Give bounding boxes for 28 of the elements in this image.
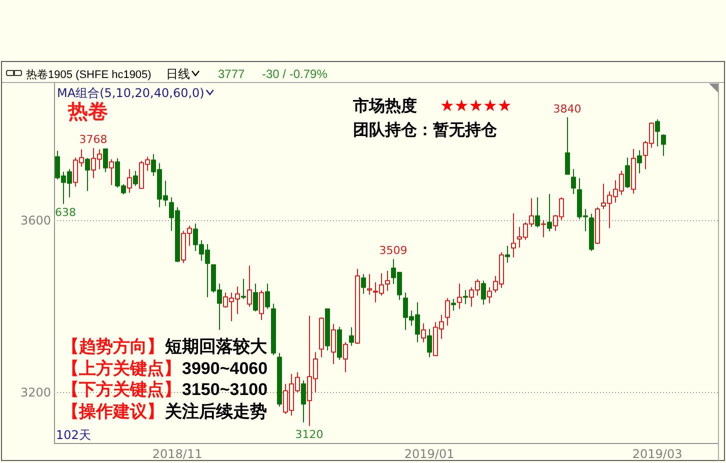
annotation: MA组合(5,10,20,40,60,0) bbox=[57, 86, 204, 100]
annotation: 3509 bbox=[379, 244, 408, 258]
annotation: ★★★★★ bbox=[440, 96, 512, 115]
y-tick-label: 3200 bbox=[20, 386, 51, 400]
annotation: 102天 bbox=[56, 428, 91, 442]
annotation: 【操作建议】 bbox=[62, 402, 164, 422]
text: -30 / -0.79% bbox=[262, 67, 328, 81]
text: 3777 bbox=[218, 67, 246, 81]
annotation: 3768 bbox=[79, 133, 108, 146]
annotation: 短期回落较大 bbox=[164, 337, 268, 357]
text: 日线 bbox=[166, 67, 190, 81]
annotation: 3120 bbox=[295, 428, 324, 441]
text: 热卷1905 (SHFE hc1905) bbox=[26, 69, 152, 81]
annotation: 市场热度 bbox=[352, 96, 417, 115]
annotation: 3990~4060 bbox=[182, 359, 268, 378]
annotation: 团队持仓：暂无持仓 bbox=[353, 120, 498, 139]
annotation: 3150~3100 bbox=[182, 380, 268, 399]
x-tick-label: 2019/03 bbox=[632, 447, 682, 461]
y-tick-label: 3600 bbox=[20, 214, 51, 228]
annotation: 3840 bbox=[553, 102, 582, 116]
x-tick-label: 2018/11 bbox=[152, 447, 202, 461]
annotation: 关注后续走势 bbox=[164, 402, 267, 422]
text: 热卷 bbox=[67, 99, 108, 123]
annotation: 【上方关键点】 bbox=[62, 359, 181, 379]
annotation: 【趋势方向】 bbox=[62, 337, 164, 357]
annotation: 638 bbox=[55, 206, 76, 219]
annotation: 【下方关键点】 bbox=[62, 380, 181, 400]
x-tick-label: 2019/01 bbox=[404, 447, 454, 461]
